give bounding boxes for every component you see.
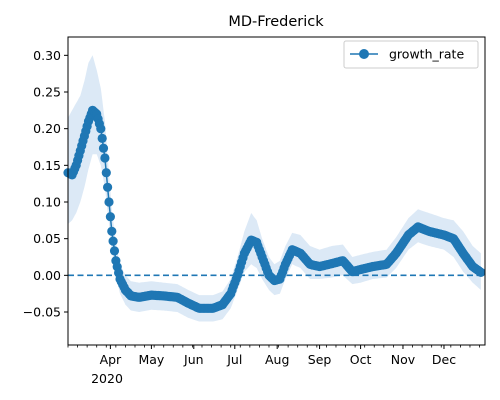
y-tick-label: 0.05 — [33, 231, 61, 246]
y-tick-label: 0.20 — [33, 121, 61, 136]
data-point — [476, 267, 486, 277]
axes-frame — [67, 36, 486, 346]
y-tick-label: −0.05 — [23, 305, 61, 320]
chart-title: MD-Frederick — [228, 14, 324, 30]
data-point — [105, 212, 115, 222]
plot-area — [63, 55, 486, 322]
y-tick-label: 0.30 — [33, 48, 61, 63]
x-tick-label: Jul — [226, 352, 242, 367]
x-tick-label: Apr — [100, 352, 122, 367]
confidence-band — [68, 55, 481, 322]
x-tick-label: Oct — [350, 352, 372, 367]
legend-entry: growth_rate — [389, 47, 464, 62]
y-tick-label: 0.10 — [33, 195, 61, 210]
x-tick-label: Sep — [308, 352, 332, 367]
data-point — [104, 197, 114, 207]
legend-marker — [359, 49, 369, 59]
data-point — [108, 236, 118, 246]
legend: growth_rate — [343, 40, 479, 69]
x-tick-label: Nov — [391, 352, 416, 367]
data-point — [103, 182, 113, 192]
data-point — [101, 168, 111, 178]
data-point — [109, 246, 120, 256]
y-tick-label: 0.15 — [33, 158, 61, 173]
x-year-label: 2020 — [91, 371, 123, 386]
x-tick-label: Aug — [265, 352, 289, 367]
axes: −0.05 0.00 0.05 0.10 0.15 0.20 0.25 0.30 Apr May J… — [23, 36, 486, 367]
data-point — [107, 226, 117, 236]
x-tick-label: Jun — [183, 352, 204, 367]
y-tick-label: 0.00 — [33, 268, 61, 283]
legend-box — [343, 40, 479, 69]
x-tick-label: Dec — [432, 352, 456, 367]
data-point — [98, 143, 109, 153]
x-tick-label: May — [138, 352, 164, 367]
data-point — [100, 153, 110, 163]
data-point — [96, 124, 106, 134]
data-point — [97, 133, 107, 143]
y-tick-label: 0.25 — [33, 85, 61, 100]
